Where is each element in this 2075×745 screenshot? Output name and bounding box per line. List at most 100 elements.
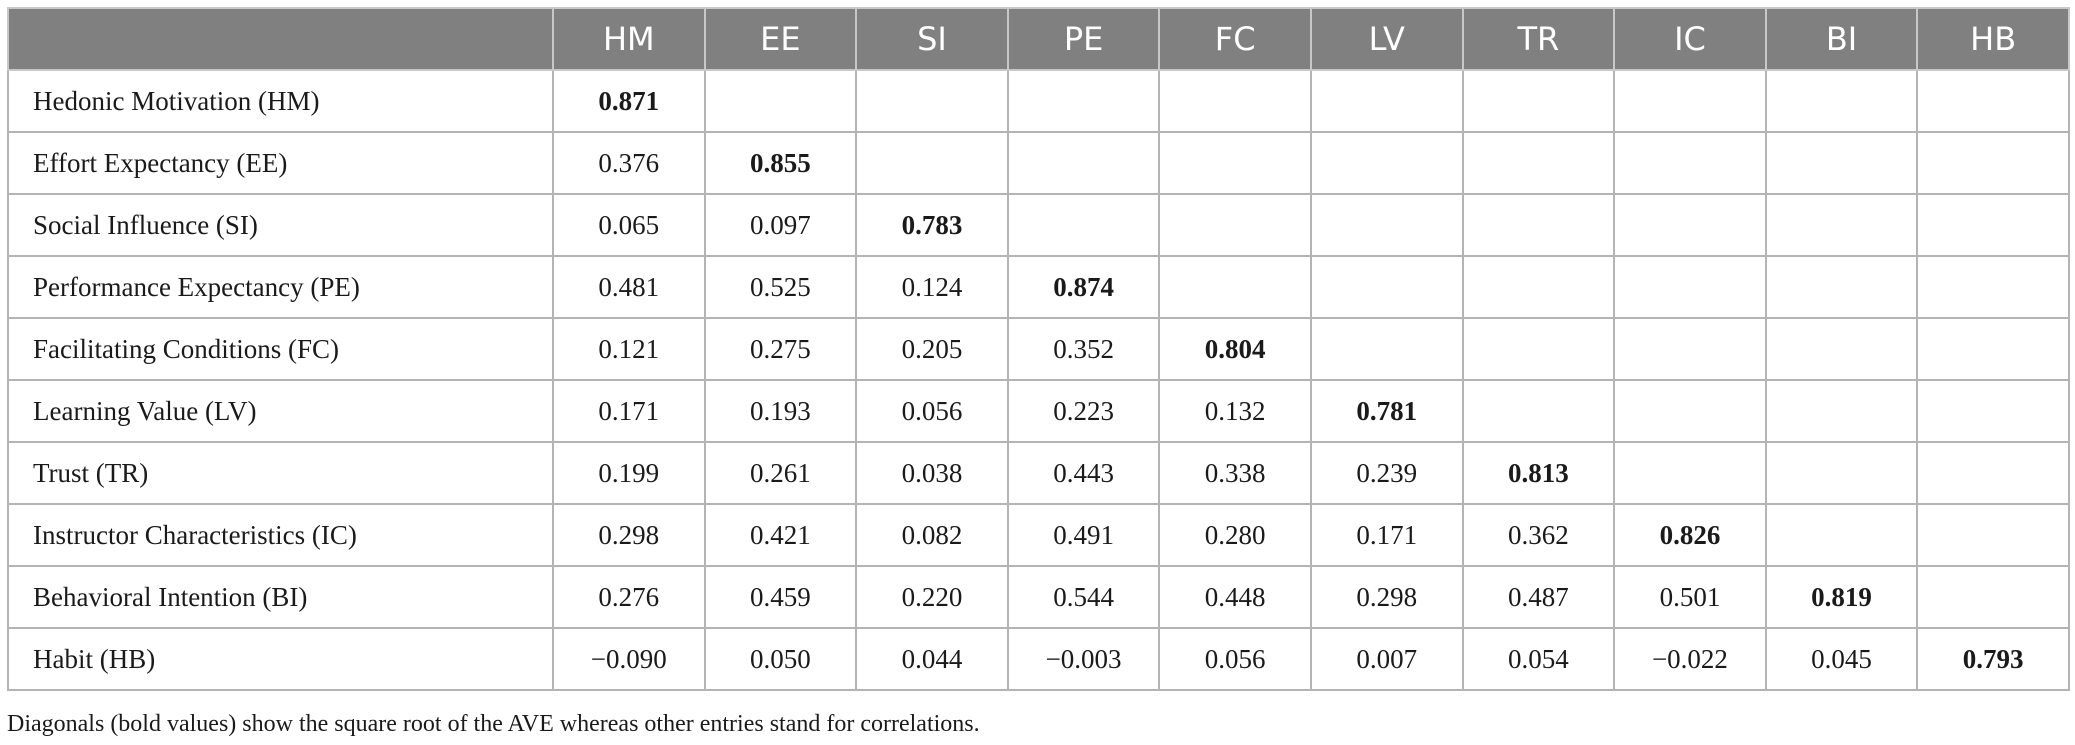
diagonal-value-cell: 0.813 bbox=[1461, 441, 1616, 505]
table-row: Hedonic Motivation (HM) 0.871 bbox=[7, 69, 2070, 133]
row-label: Performance Expectancy (PE) bbox=[7, 255, 554, 319]
correlation-value-cell: 0.352 bbox=[1006, 317, 1161, 381]
table-row: Effort Expectancy (EE) 0.376 0.855 bbox=[7, 131, 2070, 195]
empty-cell bbox=[1309, 69, 1464, 133]
empty-cell bbox=[1764, 255, 1919, 319]
empty-cell bbox=[1006, 193, 1161, 257]
empty-cell bbox=[1461, 131, 1616, 195]
correlation-value-cell: 0.171 bbox=[1309, 503, 1464, 567]
diagonal-value-cell: 0.871 bbox=[552, 69, 706, 133]
empty-cell bbox=[1461, 379, 1616, 443]
table-row: Trust (TR) 0.199 0.261 0.038 0.443 0.338 0.239… bbox=[7, 441, 2070, 505]
correlation-value-cell: 0.065 bbox=[552, 193, 706, 257]
empty-cell bbox=[1309, 193, 1464, 257]
correlation-value-cell: 0.171 bbox=[552, 379, 706, 443]
correlation-value-cell: 0.448 bbox=[1158, 565, 1312, 629]
empty-cell bbox=[1006, 131, 1161, 195]
empty-cell bbox=[855, 69, 1009, 133]
correlation-value-cell: −0.022 bbox=[1613, 627, 1767, 691]
empty-cell bbox=[1461, 69, 1616, 133]
correlation-value-cell: 0.199 bbox=[552, 441, 706, 505]
empty-cell bbox=[1461, 255, 1616, 319]
diagonal-value-cell: 0.781 bbox=[1309, 379, 1464, 443]
correlation-value-cell: 0.362 bbox=[1461, 503, 1616, 567]
correlation-value-cell: 0.044 bbox=[855, 627, 1009, 691]
correlation-value-cell: 0.124 bbox=[855, 255, 1009, 319]
correlation-table-container: HM EE SI PE FC LV TR IC BI HB Hedonic Mo… bbox=[7, 7, 2070, 691]
column-header-si: SI bbox=[855, 7, 1009, 71]
header-corner-cell bbox=[7, 7, 554, 71]
diagonal-value-cell: 0.793 bbox=[1916, 627, 2070, 691]
correlation-value-cell: 0.487 bbox=[1461, 565, 1616, 629]
column-header-hb: HB bbox=[1916, 7, 2070, 71]
empty-cell bbox=[1764, 193, 1919, 257]
correlation-value-cell: 0.038 bbox=[855, 441, 1009, 505]
empty-cell bbox=[1613, 193, 1767, 257]
table-row: Behavioral Intention (BI) 0.276 0.459 0.220… bbox=[7, 565, 2070, 629]
correlation-value-cell: 0.082 bbox=[855, 503, 1009, 567]
empty-cell bbox=[1158, 193, 1312, 257]
correlation-value-cell: 0.239 bbox=[1309, 441, 1464, 505]
correlation-value-cell: 0.544 bbox=[1006, 565, 1161, 629]
correlation-value-cell: 0.121 bbox=[552, 317, 706, 381]
empty-cell bbox=[1764, 131, 1919, 195]
correlation-value-cell: 0.459 bbox=[703, 565, 858, 629]
empty-cell bbox=[1916, 379, 2070, 443]
correlation-value-cell: 0.132 bbox=[1158, 379, 1312, 443]
correlation-value-cell: 0.491 bbox=[1006, 503, 1161, 567]
correlation-value-cell: −0.003 bbox=[1006, 627, 1161, 691]
correlation-value-cell: 0.298 bbox=[1309, 565, 1464, 629]
table-body: Hedonic Motivation (HM) 0.871 Effort Expec… bbox=[7, 69, 2070, 691]
diagonal-value-cell: 0.826 bbox=[1613, 503, 1767, 567]
empty-cell bbox=[1613, 317, 1767, 381]
correlation-value-cell: 0.501 bbox=[1613, 565, 1767, 629]
correlation-value-cell: 0.097 bbox=[703, 193, 858, 257]
table-row: Facilitating Conditions (FC) 0.121 0.275 0.… bbox=[7, 317, 2070, 381]
diagonal-value-cell: 0.855 bbox=[703, 131, 858, 195]
correlation-value-cell: 0.045 bbox=[1764, 627, 1919, 691]
correlation-value-cell: 0.298 bbox=[552, 503, 706, 567]
empty-cell bbox=[1916, 565, 2070, 629]
column-header-lv: LV bbox=[1309, 7, 1464, 71]
row-label: Facilitating Conditions (FC) bbox=[7, 317, 554, 381]
row-label: Behavioral Intention (BI) bbox=[7, 565, 554, 629]
correlation-table: HM EE SI PE FC LV TR IC BI HB Hedonic Mo… bbox=[7, 7, 2070, 691]
empty-cell bbox=[1158, 255, 1312, 319]
column-header-fc: FC bbox=[1158, 7, 1312, 71]
empty-cell bbox=[1309, 255, 1464, 319]
table-row: Performance Expectancy (PE) 0.481 0.525 0.1… bbox=[7, 255, 2070, 319]
correlation-value-cell: 0.007 bbox=[1309, 627, 1464, 691]
table-row: Habit (HB) −0.090 0.050 0.044 −0.003 0.056 0.0… bbox=[7, 627, 2070, 691]
header-row: HM EE SI PE FC LV TR IC BI HB bbox=[7, 7, 2070, 71]
correlation-value-cell: 0.275 bbox=[703, 317, 858, 381]
row-label: Trust (TR) bbox=[7, 441, 554, 505]
empty-cell bbox=[1764, 379, 1919, 443]
correlation-value-cell: 0.223 bbox=[1006, 379, 1161, 443]
correlation-value-cell: 0.261 bbox=[703, 441, 858, 505]
empty-cell bbox=[1764, 69, 1919, 133]
correlation-value-cell: 0.056 bbox=[1158, 627, 1312, 691]
empty-cell bbox=[1764, 441, 1919, 505]
empty-cell bbox=[1613, 379, 1767, 443]
correlation-value-cell: 0.050 bbox=[703, 627, 858, 691]
column-header-pe: PE bbox=[1006, 7, 1161, 71]
diagonal-value-cell: 0.819 bbox=[1764, 565, 1919, 629]
empty-cell bbox=[1461, 317, 1616, 381]
row-label: Social Influence (SI) bbox=[7, 193, 554, 257]
column-header-ic: IC bbox=[1613, 7, 1767, 71]
empty-cell bbox=[1461, 193, 1616, 257]
table-row: Social Influence (SI) 0.065 0.097 0.783 bbox=[7, 193, 2070, 257]
column-header-ee: EE bbox=[703, 7, 858, 71]
row-label: Instructor Characteristics (IC) bbox=[7, 503, 554, 567]
empty-cell bbox=[1613, 255, 1767, 319]
empty-cell bbox=[703, 69, 858, 133]
empty-cell bbox=[1916, 131, 2070, 195]
correlation-value-cell: 0.205 bbox=[855, 317, 1009, 381]
table-row: Instructor Characteristics (IC) 0.298 0.42… bbox=[7, 503, 2070, 567]
row-label: Effort Expectancy (EE) bbox=[7, 131, 554, 195]
empty-cell bbox=[855, 131, 1009, 195]
empty-cell bbox=[1613, 441, 1767, 505]
correlation-value-cell: 0.481 bbox=[552, 255, 706, 319]
column-header-tr: TR bbox=[1461, 7, 1616, 71]
row-label: Learning Value (LV) bbox=[7, 379, 554, 443]
